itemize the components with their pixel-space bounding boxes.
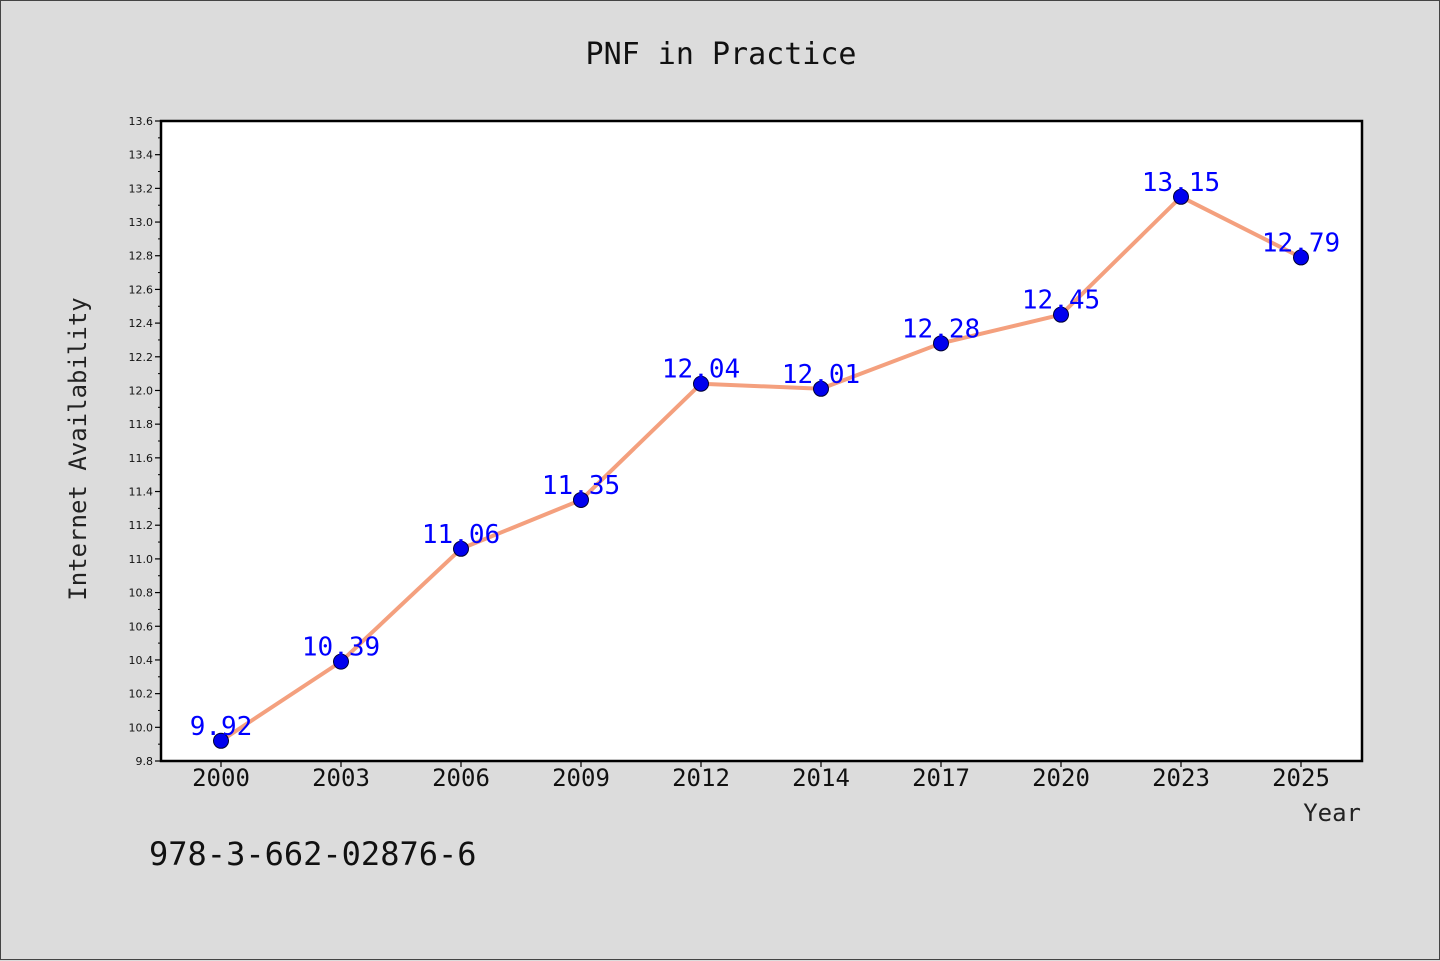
y-tick-label: 10.4 — [129, 654, 154, 667]
y-tick-label: 12.4 — [129, 317, 154, 330]
data-point — [213, 732, 229, 749]
y-tick-label: 13.0 — [129, 216, 154, 229]
data-label: 12.45 — [1022, 286, 1100, 316]
data-label: 9.92 — [190, 712, 253, 742]
x-axis-label: Year — [1303, 799, 1361, 827]
x-tick-label: 2020 — [1032, 764, 1090, 792]
data-label: 12.28 — [902, 314, 980, 344]
y-tick-label: 10.2 — [129, 688, 154, 701]
y-tick-label: 10.8 — [129, 587, 154, 600]
x-tick-label: 2009 — [552, 764, 610, 792]
data-label: 13.15 — [1142, 168, 1220, 198]
data-point — [333, 653, 349, 670]
x-tick-label: 2003 — [312, 764, 370, 792]
y-tick-label: 12.0 — [129, 384, 154, 397]
y-axis-ticks: 9.8 10.0 10.2 10.4 10.6 10.8 11.0 11.2 11.4 11.6 1… — [129, 115, 161, 768]
y-tick-label: 11.8 — [129, 418, 154, 431]
data-label: 11.35 — [542, 471, 620, 501]
data-point — [453, 540, 469, 557]
y-axis-label: Internet Availability — [64, 297, 92, 600]
y-tick-label: 13.2 — [129, 182, 154, 195]
plot-area — [159, 119, 1364, 763]
x-tick-label: 2023 — [1152, 764, 1210, 792]
y-tick-label: 11.0 — [129, 553, 154, 566]
y-tick-label: 11.4 — [129, 486, 154, 499]
x-tick-label: 2025 — [1272, 764, 1330, 792]
data-point — [573, 491, 589, 508]
y-tick-label: 13.4 — [129, 149, 154, 162]
data-label: 12.79 — [1262, 228, 1340, 258]
data-point — [1053, 306, 1069, 323]
data-point — [1293, 249, 1309, 266]
data-label: 10.39 — [302, 633, 380, 663]
series-line — [219, 194, 1303, 743]
chart-title: PNF in Practice — [586, 37, 857, 72]
y-tick-label: 10.0 — [129, 721, 154, 734]
y-tick-label: 12.2 — [129, 351, 154, 364]
isbn-text: 978-3-662-02876-6 — [149, 835, 477, 873]
y-tick-label: 12.6 — [129, 283, 154, 296]
y-tick-label: 12.8 — [129, 250, 154, 263]
y-tick-label: 9.8 — [136, 755, 154, 768]
y-tick-label: 13.6 — [129, 115, 154, 128]
x-tick-label: 2012 — [672, 764, 730, 792]
x-tick-label: 2014 — [792, 764, 850, 792]
data-label: 12.01 — [782, 360, 860, 390]
x-tick-label: 2006 — [432, 764, 490, 792]
y-tick-label: 11.6 — [129, 452, 154, 465]
x-tick-label: 2017 — [912, 764, 970, 792]
data-point — [933, 335, 949, 352]
x-axis-ticks: 2000 2003 2006 2009 2012 2014 2017 2020 2023 2025 — [192, 761, 1330, 792]
data-point — [813, 380, 829, 397]
data-label: 11.06 — [422, 520, 500, 550]
y-tick-label: 10.6 — [129, 620, 154, 633]
series-group: 9.92 10.39 11.06 11.35 12.04 12.01 12.28 12.45 1… — [190, 168, 1340, 749]
y-tick-label: 11.2 — [129, 519, 154, 532]
x-tick-label: 2000 — [192, 764, 250, 792]
data-point — [1173, 188, 1189, 205]
data-point — [693, 375, 709, 392]
data-label: 12.04 — [662, 355, 740, 385]
